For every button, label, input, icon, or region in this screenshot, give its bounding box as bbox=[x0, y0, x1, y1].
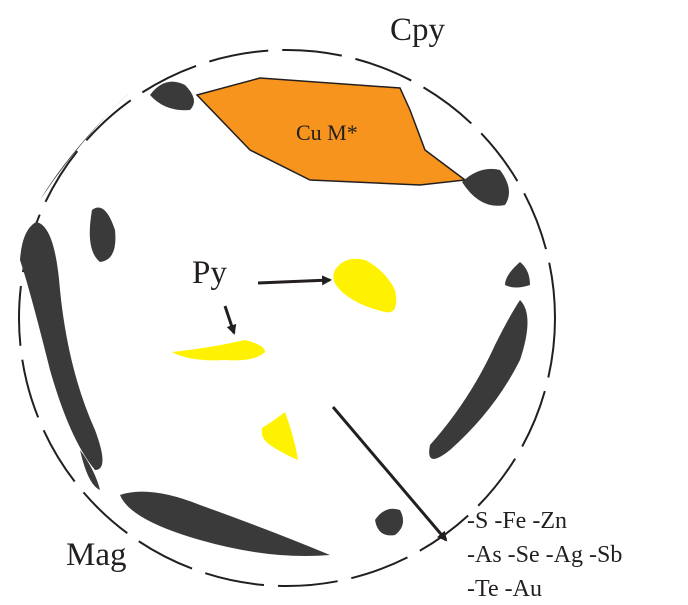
arrow bbox=[223, 305, 237, 335]
grain-outline bbox=[18, 49, 556, 587]
element-list: -As -Se -Ag -Sb bbox=[467, 542, 622, 568]
element-list: -S -Fe -Zn bbox=[467, 508, 567, 534]
label: Cpy bbox=[390, 12, 446, 48]
label: Mag bbox=[66, 537, 127, 573]
element-list: -Te -Au bbox=[467, 576, 542, 602]
arrow bbox=[331, 406, 448, 542]
magnetite-grains bbox=[20, 81, 530, 556]
label: Cu M* bbox=[296, 120, 358, 145]
arrow bbox=[257, 275, 332, 286]
pyrite-grains bbox=[172, 258, 397, 460]
copper-mineral bbox=[195, 77, 467, 186]
label: Py bbox=[192, 255, 227, 291]
